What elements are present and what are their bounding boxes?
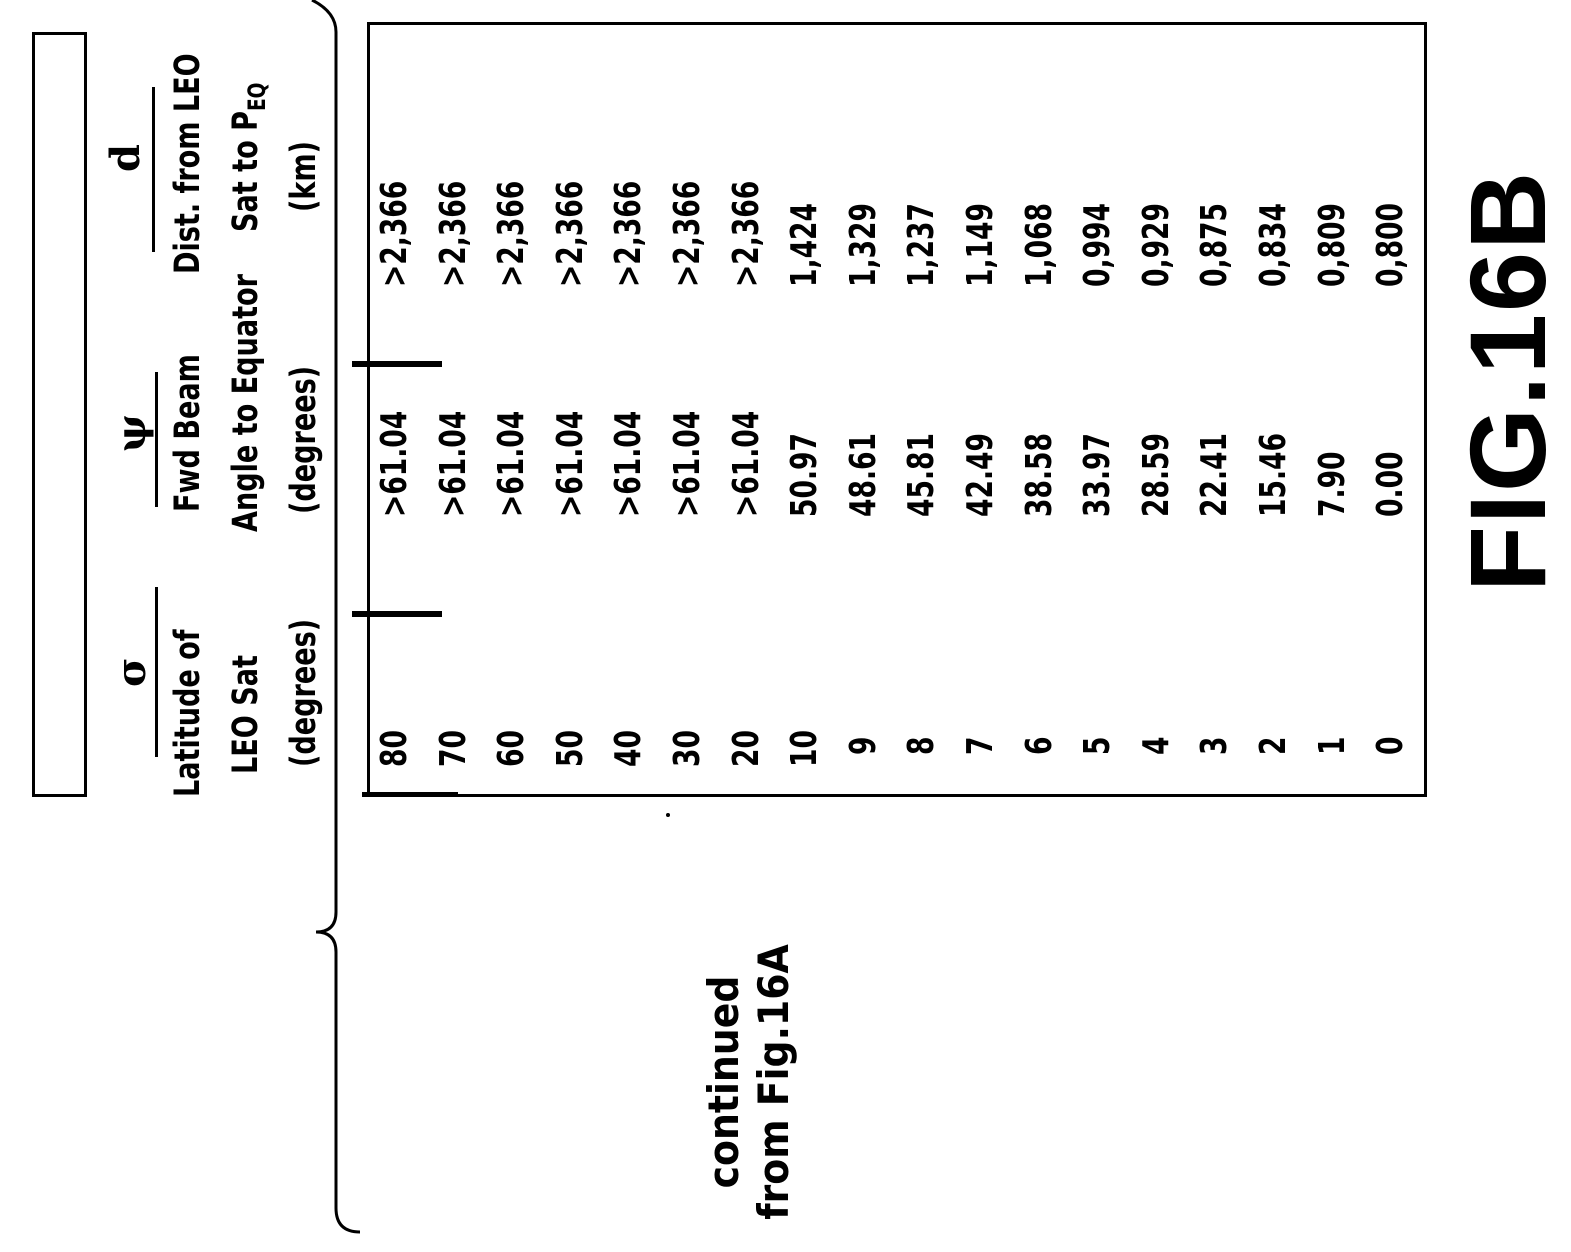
brace-path — [312, 0, 360, 1232]
figure-label: FIG.16B — [1445, 170, 1570, 592]
stray-dot — [666, 813, 670, 817]
continued-note-line2: from Fig.16A — [745, 942, 803, 1222]
